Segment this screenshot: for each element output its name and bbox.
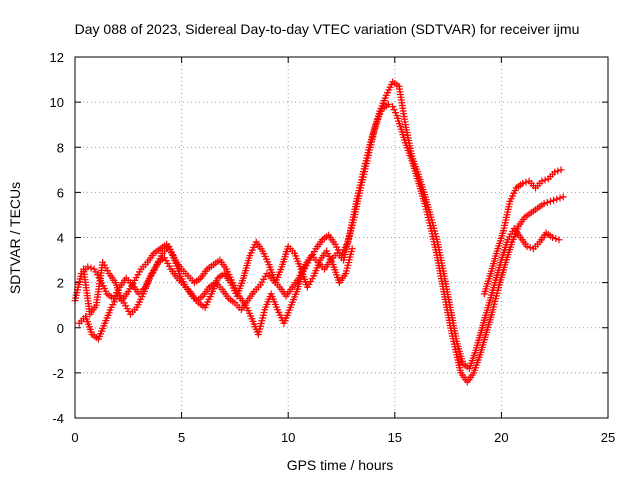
data-point (552, 235, 560, 243)
data-point (389, 103, 397, 111)
data-point (541, 176, 549, 184)
series-satellite-tracks-c (80, 166, 565, 318)
x-tick-label: 0 (71, 430, 78, 445)
data-point (556, 194, 564, 202)
y-tick-label: -4 (52, 411, 64, 426)
y-tick-label: 12 (50, 50, 64, 65)
x-tick-label: 20 (494, 430, 508, 445)
data-point (392, 109, 400, 117)
data-point (555, 236, 563, 244)
y-axis-label: SDTVAR / TECUs (7, 182, 23, 294)
x-tick-label: 5 (178, 430, 185, 445)
data-point (540, 200, 548, 208)
data-point (551, 168, 559, 176)
data-point (384, 100, 392, 108)
data-point (546, 197, 554, 205)
data-point (543, 199, 551, 207)
data-point (538, 177, 546, 185)
y-tick-label: -2 (52, 366, 64, 381)
data-point (519, 179, 527, 187)
axes: 0 5 10 15 20 25 -4 -2 0 2 4 6 8 10 12 (50, 50, 616, 445)
data-point (390, 106, 398, 114)
y-tick-label: 4 (57, 231, 64, 246)
data-point (348, 245, 356, 253)
x-axis-label: GPS time / hours (287, 457, 394, 473)
data-point (549, 234, 557, 241)
y-tick-label: 10 (50, 95, 64, 110)
data-point (84, 263, 92, 271)
grid (75, 57, 608, 418)
data-points (71, 78, 567, 386)
data-point (550, 196, 558, 204)
data-point (523, 243, 531, 251)
data-point (526, 244, 534, 252)
plot-frame (74, 56, 609, 419)
y-tick-label: 0 (57, 321, 64, 336)
data-point (553, 195, 561, 203)
data-point (87, 264, 95, 272)
x-tick-label: 10 (281, 430, 295, 445)
data-point (557, 166, 565, 174)
data-point (559, 193, 567, 201)
series-satellite-tracks-b (75, 78, 563, 372)
chart-title: Day 088 of 2023, Sidereal Day-to-day VTE… (75, 21, 580, 37)
y-tick-label: 8 (57, 140, 64, 155)
y-tick-label: 6 (57, 185, 64, 200)
x-tick-label: 15 (388, 430, 402, 445)
y-tick-label: 2 (57, 276, 64, 291)
data-point (554, 167, 562, 175)
x-tick-label: 25 (601, 430, 615, 445)
data-point (522, 178, 530, 186)
